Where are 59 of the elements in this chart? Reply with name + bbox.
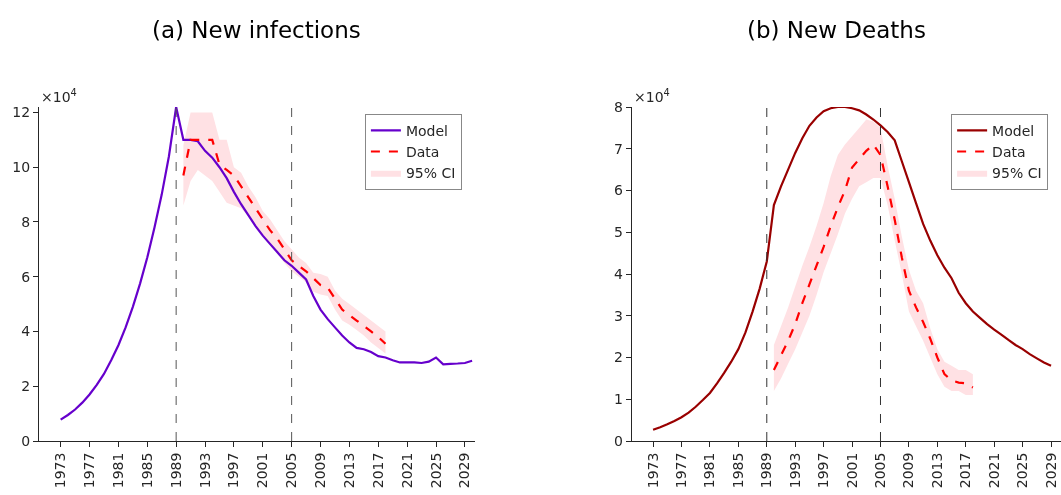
chart-title: (b) New Deaths: [747, 17, 926, 43]
x-tick-label: 2021: [398, 452, 415, 489]
x-tick-label: 1989: [758, 452, 775, 489]
x-tick-label: 1981: [109, 452, 126, 489]
legend-label: 95% CI: [992, 165, 1042, 182]
y-tick-label: 8: [21, 213, 31, 230]
x-tick-label: 1993: [196, 452, 213, 489]
x-tick-label: 1985: [729, 452, 746, 489]
y-tick-label: 4: [614, 265, 624, 282]
line-series: [59, 107, 474, 421]
x-tick-label: 1993: [786, 452, 803, 489]
y-tick-label: 8: [614, 98, 623, 115]
x-tick-label: 1981: [701, 452, 718, 489]
text: ×10$^{4}$: [41, 87, 77, 105]
x-tick-label: 2013: [928, 452, 945, 489]
x-tick-label: 2029: [456, 452, 473, 489]
x-tick-label: 1997: [815, 452, 832, 489]
legend-label: Data: [405, 143, 440, 160]
x-tick-label: 2025: [1014, 452, 1031, 489]
legend-label: Data: [992, 143, 1026, 160]
x-tick-label: 2017: [957, 452, 974, 489]
x-tick-label: 1973: [644, 452, 661, 489]
line-series: [182, 138, 387, 345]
y-tick-label: 6: [614, 182, 624, 199]
y-tick-label: 5: [614, 224, 623, 241]
y-tick-label: 12: [12, 104, 31, 121]
chart-title: (a) New infections: [152, 17, 361, 43]
x-tick-label: 1977: [81, 452, 98, 489]
y-tick-label: 1: [614, 391, 623, 408]
text: ×10$^{4}$: [634, 87, 670, 105]
y-tick-label: 4: [21, 323, 31, 340]
y-tick-label: 7: [614, 140, 623, 157]
x-tick-label: 2001: [843, 452, 860, 489]
x-tick-label: 1973: [52, 452, 69, 489]
x-tick-label: 2005: [872, 452, 889, 489]
x-tick-label: 1977: [673, 452, 690, 489]
y-tick-label: 2: [614, 349, 623, 366]
legend-label: 95% CI: [405, 165, 456, 182]
x-tick-label: 1989: [167, 452, 184, 489]
x-tick-label: 2013: [340, 452, 357, 489]
x-tick-label: 2001: [254, 452, 271, 489]
x-tick-label: 1997: [225, 452, 242, 489]
x-tick-label: 2009: [312, 452, 329, 489]
x-tick-label: 2025: [427, 452, 444, 489]
x-tick-label: 2017: [369, 452, 386, 489]
legend-label: Model: [405, 122, 448, 139]
x-tick-label: 2009: [900, 452, 917, 489]
x-tick-label: 1985: [138, 452, 155, 489]
legend-label: Model: [992, 122, 1035, 139]
y-tick-label: 3: [614, 307, 623, 324]
y-tick-label: 0: [21, 432, 31, 449]
y-tick-label: 6: [21, 268, 31, 285]
x-tick-label: 2029: [1042, 452, 1059, 489]
x-tick-label: 2005: [283, 452, 300, 489]
line-series: [651, 107, 1053, 431]
y-tick-label: 10: [12, 159, 31, 176]
y-tick-label: 2: [21, 378, 31, 395]
x-tick-label: 2021: [985, 452, 1002, 489]
y-tick-label: 0: [614, 432, 623, 449]
